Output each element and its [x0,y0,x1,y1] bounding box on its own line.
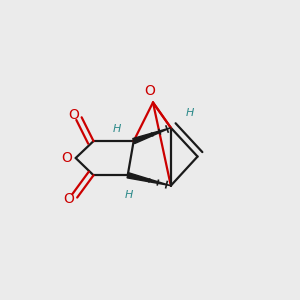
Polygon shape [133,128,171,144]
Text: H: H [125,190,134,200]
Text: O: O [61,151,72,165]
Text: O: O [145,84,155,98]
Text: O: O [63,192,74,206]
Text: H: H [186,108,194,118]
Text: O: O [68,108,79,122]
Text: H: H [113,124,122,134]
Polygon shape [127,173,171,186]
